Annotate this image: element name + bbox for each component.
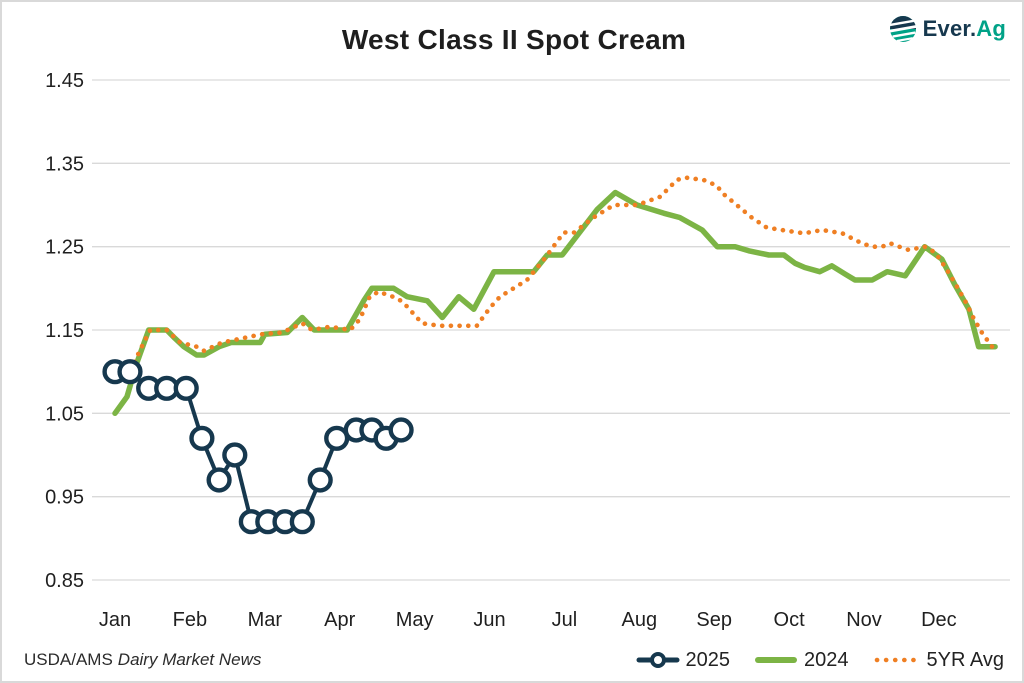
legend-marker-2025-line-circle-icon: [636, 652, 680, 668]
y-tick-label: 1.05: [45, 403, 84, 425]
x-tick-label: Jul: [552, 609, 578, 631]
source-publication: Dairy Market News: [117, 650, 262, 669]
series-line-2024: [112, 189, 998, 417]
legend-label-2025: 2025: [685, 648, 731, 671]
x-tick-label: Mar: [248, 609, 283, 631]
y-tick-label: 1.35: [45, 153, 84, 175]
x-tick-label: Jan: [99, 609, 131, 631]
everag-logo: Ever.Ag: [888, 14, 1006, 44]
data-point-marker: [222, 442, 248, 468]
series-line-5yr-avg: [114, 175, 995, 375]
legend-marker-5yr-dotted-icon: [874, 657, 921, 663]
y-tick-label: 1.15: [45, 320, 84, 342]
y-tick-label: 1.45: [45, 70, 84, 92]
everag-logo-text: Ever.Ag: [923, 16, 1006, 42]
source-agency: USDA/AMS: [24, 650, 113, 669]
legend-item-2025: 2025: [636, 648, 731, 672]
data-point-marker: [206, 467, 232, 493]
legend-label-2024: 2024: [804, 648, 849, 671]
data-point-marker: [117, 359, 143, 385]
x-tick-label: Aug: [622, 609, 658, 631]
y-tick-label: 0.85: [45, 570, 84, 592]
x-tick-label: Feb: [173, 609, 207, 631]
data-point-marker: [189, 425, 215, 451]
source-note: USDA/AMS Dairy Market News: [24, 650, 261, 670]
legend: 2025 2024 5YR Avg: [636, 649, 1004, 672]
data-point-marker: [307, 467, 333, 493]
everag-logo-text-suffix: Ag: [976, 16, 1006, 41]
legend-label-5yr-avg: 5YR Avg: [926, 648, 1004, 671]
x-tick-label: Sep: [696, 609, 732, 631]
footer: USDA/AMS Dairy Market News 2025 2024: [2, 643, 1022, 677]
y-tick-label: 1.25: [45, 237, 84, 259]
y-tick-label: 0.95: [45, 487, 84, 509]
x-tick-label: Jun: [473, 609, 505, 631]
legend-item-2024: 2024: [754, 649, 849, 672]
x-tick-label: Apr: [324, 609, 355, 631]
chart-title: West Class II Spot Cream: [341, 24, 687, 55]
legend-item-5yr-avg: 5YR Avg: [873, 649, 1004, 672]
x-tick-label: Dec: [921, 609, 957, 631]
x-tick-label: Nov: [846, 609, 882, 631]
legend-marker-2024-line-icon: [755, 657, 798, 663]
everag-logo-icon: [888, 16, 917, 43]
everag-logo-text-prefix: Ever.: [922, 16, 977, 41]
data-point-marker: [388, 417, 414, 443]
x-tick-label: May: [396, 609, 434, 631]
data-point-marker: [289, 509, 315, 535]
data-point-marker: [173, 375, 199, 401]
x-tick-label: Oct: [774, 609, 806, 631]
